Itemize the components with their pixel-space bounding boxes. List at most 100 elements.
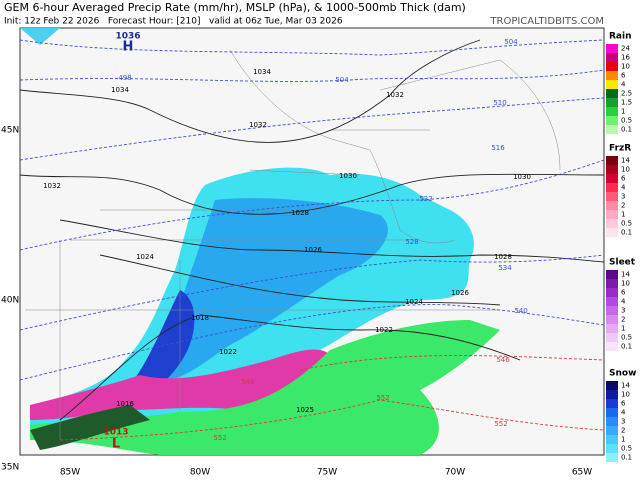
legend-swatch [606,192,618,201]
legend-tick: 10 [621,166,630,174]
legend-tick: 1 [621,108,625,116]
isobar-label: 1024 [405,298,423,306]
legend-swatch [606,125,618,134]
lat-label: 45N [1,126,19,136]
legend-swatch [606,183,618,192]
thickness-line [19,39,605,56]
thickness-label: 504 [504,38,518,46]
thickness-line [59,399,605,441]
legend-swatch [606,417,618,426]
thickness-label: 522 [419,195,432,203]
lat-label: 40N [1,296,19,306]
legend-swatch [606,315,618,324]
isobar-label: 1018 [191,314,209,322]
legend-tick: 10 [621,391,630,399]
legend-tick: 1 [621,325,625,333]
legend-swatch [606,62,618,71]
legend-tick: 4 [621,184,626,192]
legend-swatch [606,89,618,98]
high-value: 1036 [115,32,140,42]
lon-label: 65W [572,468,592,478]
isobar-label: 1026 [451,289,469,297]
legend-swatch [606,270,618,279]
legend-tick: 1.5 [621,99,632,107]
legend-swatch [606,165,618,174]
legend-title: FrzR [609,144,631,154]
isobar-label: 1032 [43,182,61,190]
legend-swatch [606,107,618,116]
thickness-label: 534 [498,264,512,272]
legend-swatch [606,44,618,53]
legend-title: Rain [609,32,632,42]
thickness-label: 504 [335,76,349,84]
thickness-label: 510 [493,99,506,107]
legend-tick: 0.1 [621,229,632,237]
legend-tick: 14 [621,271,630,279]
legend-swatch [606,210,618,219]
legend-swatch [606,288,618,297]
legend-tick: 0.5 [621,220,632,228]
legend-tick: 4 [621,409,626,417]
thickness-label: 552 [376,394,389,402]
legend-tick: 0.1 [621,126,632,134]
legend-tick: 2.5 [621,90,632,98]
legend-tick: 4 [621,298,626,306]
legend-swatch [606,80,618,89]
isobar-label: 1030 [339,172,357,180]
legend-swatch [606,279,618,288]
legend-swatch [606,324,618,333]
legend-swatch [606,98,618,107]
legend-swatch [606,333,618,342]
thickness-line [19,69,605,82]
legend-tick: 0.1 [621,454,632,462]
thickness-label: 516 [491,144,505,152]
map [19,27,605,456]
legend-tick: 6 [621,175,626,183]
legend-swatch [606,297,618,306]
legend-swatch [606,228,618,237]
thickness-line [19,159,605,251]
legend-tick: 6 [621,400,626,408]
legend-swatch [606,71,618,80]
lat-label: 35N [1,463,19,473]
legend-tick: 1 [621,211,625,219]
thickness-line [19,304,605,381]
low-symbol: L [112,437,120,452]
isobar-label: 1024 [136,253,154,261]
legend-tick: 0.5 [621,334,632,342]
legend-swatch [606,53,618,62]
isobar-label: 1030 [513,173,531,181]
isobar-label: 1032 [249,121,267,129]
subtitle: Init: 12z Feb 22 2026 Forecast Hour: [21… [4,17,343,27]
legend-tick: 3 [621,307,625,315]
legend-swatch [606,399,618,408]
lon-label: 75W [317,468,337,478]
isobar-label: 1025 [296,406,314,414]
thickness-label: 552 [213,434,226,442]
legend-tick: 4 [621,81,626,89]
thickness-line [19,97,605,161]
isobar-label: 1022 [375,326,393,334]
isobar-label: 1034 [253,68,271,76]
thickness-label: 540 [514,307,527,315]
legend-tick: 2 [621,427,625,435]
legend-swatch [606,426,618,435]
legend-title: Sleet [609,258,636,268]
thickness-label: 528 [405,238,418,246]
legend-swatch [606,408,618,417]
isobar [19,39,481,143]
isobar-label: 1032 [386,91,404,99]
legend-swatch [606,174,618,183]
thickness-line [19,254,605,331]
isobar-label: 1028 [291,209,309,217]
legend-tick: 6 [621,72,626,80]
legend-tick: 6 [621,289,626,297]
lon-label: 85W [60,468,80,478]
legend-swatch [606,390,618,399]
lon-label: 70W [445,468,465,478]
legend-swatch [606,381,618,390]
legend-title: Snow [609,369,636,379]
legend-tick: 14 [621,382,630,390]
precip-rain [30,320,500,455]
legend-tick: 0.5 [621,117,632,125]
